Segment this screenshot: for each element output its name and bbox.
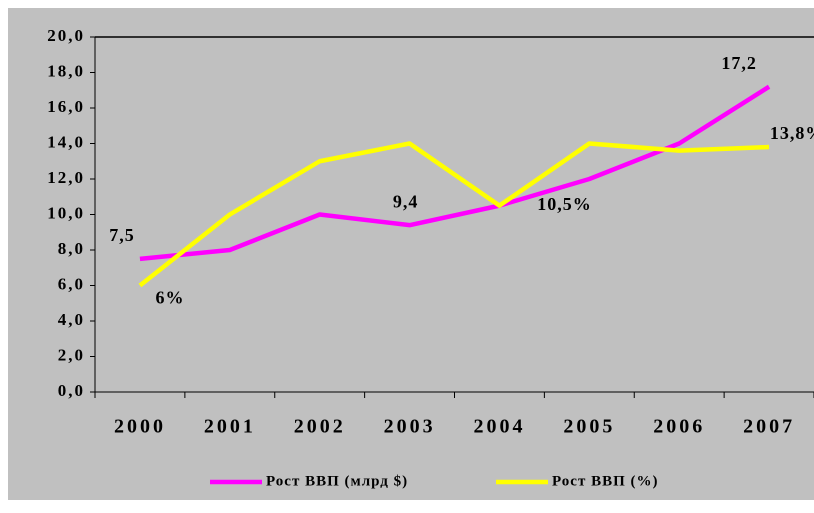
y-tick-label: 4,0 — [58, 310, 85, 329]
y-tick-label: 16,0 — [47, 97, 85, 116]
y-tick-label: 14,0 — [47, 132, 85, 151]
y-tick-label: 0,0 — [58, 381, 85, 400]
y-tick-label: 6,0 — [58, 274, 85, 293]
data-label: 13,8% — [770, 123, 814, 143]
y-tick-label: 18,0 — [47, 61, 85, 80]
legend-label: Рост ВВП (%) — [552, 473, 658, 489]
chart-background — [8, 8, 814, 500]
x-tick-label: 2000 — [114, 416, 166, 438]
y-tick-label: 10,0 — [47, 203, 85, 222]
legend-label: Рост ВВП (млрд $) — [266, 473, 408, 489]
x-tick-label: 2003 — [384, 416, 436, 438]
x-tick-label: 2001 — [204, 416, 256, 438]
y-tick-label: 8,0 — [58, 239, 85, 258]
x-tick-label: 2004 — [473, 416, 525, 438]
data-label: 7,5 — [109, 225, 135, 245]
data-label: 9,4 — [393, 191, 419, 211]
y-tick-label: 20,0 — [47, 26, 85, 45]
y-tick-label: 2,0 — [58, 345, 85, 364]
y-tick-label: 12,0 — [47, 168, 85, 187]
series-line — [138, 141, 770, 288]
x-tick-label: 2002 — [294, 416, 346, 438]
x-tick-label: 2005 — [563, 416, 615, 438]
data-label: 17,2 — [721, 53, 757, 73]
x-tick-label: 2006 — [653, 416, 705, 438]
data-label: 6% — [155, 288, 184, 308]
x-tick-label: 2007 — [743, 416, 795, 438]
data-label: 10,5% — [537, 194, 592, 214]
